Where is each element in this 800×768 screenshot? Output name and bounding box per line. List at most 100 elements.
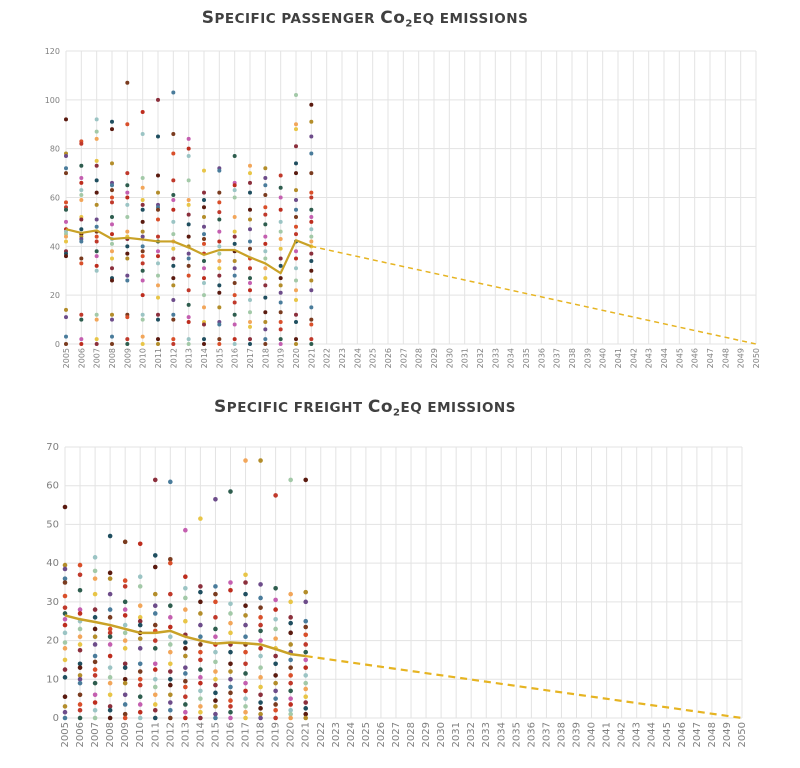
data-point bbox=[110, 241, 114, 246]
data-point bbox=[213, 634, 218, 639]
data-point bbox=[92, 692, 98, 698]
data-point bbox=[140, 249, 145, 254]
y-tick-label: 0 bbox=[53, 713, 59, 724]
data-point bbox=[156, 295, 160, 300]
data-point bbox=[198, 696, 203, 701]
data-point bbox=[198, 589, 203, 595]
data-point bbox=[228, 709, 233, 715]
data-point bbox=[243, 671, 248, 676]
data-point bbox=[122, 622, 128, 628]
data-point bbox=[171, 298, 176, 303]
data-point bbox=[64, 117, 68, 122]
data-point bbox=[263, 212, 268, 217]
x-tick-label: 2028 bbox=[415, 348, 424, 368]
data-point bbox=[125, 122, 130, 127]
data-point bbox=[288, 657, 293, 663]
data-point bbox=[228, 630, 233, 636]
data-point bbox=[228, 715, 233, 721]
chart-title-passenger: Specific passenger Co2eq emissions bbox=[0, 8, 730, 30]
data-point bbox=[171, 276, 176, 281]
data-point bbox=[243, 591, 248, 597]
data-point bbox=[263, 295, 268, 300]
data-point bbox=[183, 715, 188, 721]
data-point bbox=[77, 611, 83, 616]
data-point bbox=[168, 591, 173, 597]
data-point bbox=[263, 166, 268, 171]
data-point bbox=[309, 190, 314, 195]
data-point bbox=[140, 234, 145, 239]
data-point bbox=[186, 212, 191, 217]
data-point bbox=[186, 273, 191, 278]
data-point bbox=[183, 607, 188, 612]
data-point bbox=[258, 684, 263, 690]
x-tick-label: 2040 bbox=[599, 348, 608, 368]
data-point bbox=[62, 566, 68, 572]
data-point bbox=[92, 555, 98, 560]
data-point bbox=[62, 640, 68, 645]
data-point bbox=[62, 694, 68, 700]
data-point bbox=[77, 702, 83, 707]
x-tick-label: 2016 bbox=[225, 722, 236, 747]
data-point bbox=[77, 572, 83, 578]
data-point bbox=[140, 219, 145, 224]
data-point bbox=[273, 707, 278, 713]
data-point bbox=[94, 158, 99, 163]
data-point bbox=[110, 334, 114, 339]
data-point bbox=[140, 312, 145, 317]
data-point bbox=[232, 215, 237, 220]
data-point bbox=[62, 622, 68, 628]
data-point bbox=[309, 251, 314, 256]
data-point bbox=[137, 694, 143, 700]
data-point bbox=[248, 180, 252, 185]
data-point bbox=[137, 618, 143, 624]
data-point bbox=[217, 342, 222, 346]
data-point bbox=[122, 665, 128, 670]
data-point bbox=[62, 657, 68, 663]
data-point bbox=[79, 141, 84, 146]
data-point bbox=[152, 603, 158, 609]
x-tick-label: 2013 bbox=[180, 722, 191, 747]
data-point bbox=[263, 266, 268, 271]
data-point bbox=[107, 591, 113, 597]
x-tick-label: 2016 bbox=[231, 348, 240, 368]
data-point bbox=[152, 684, 158, 690]
data-point bbox=[152, 702, 158, 707]
data-point bbox=[202, 168, 206, 173]
data-point bbox=[288, 665, 293, 670]
data-point bbox=[198, 611, 203, 616]
data-point bbox=[140, 132, 145, 137]
data-point bbox=[248, 320, 252, 325]
data-point bbox=[110, 232, 114, 237]
data-point bbox=[110, 222, 114, 227]
data-point bbox=[79, 342, 84, 346]
data-point bbox=[309, 322, 314, 327]
data-point bbox=[263, 342, 268, 346]
data-point bbox=[64, 219, 68, 224]
data-point bbox=[273, 607, 278, 612]
data-point bbox=[248, 288, 252, 293]
target-trend-line bbox=[311, 245, 757, 345]
data-point bbox=[77, 707, 83, 713]
data-point bbox=[183, 618, 188, 624]
data-point bbox=[137, 676, 143, 682]
data-point bbox=[228, 489, 233, 494]
data-point bbox=[243, 458, 248, 463]
data-point bbox=[309, 171, 314, 176]
data-point bbox=[263, 337, 268, 342]
data-point bbox=[278, 229, 283, 234]
x-tick-label: 2008 bbox=[105, 722, 116, 747]
x-tick-label: 2022 bbox=[316, 722, 327, 747]
data-point bbox=[168, 624, 173, 630]
data-point bbox=[125, 183, 130, 188]
x-tick-label: 2038 bbox=[568, 348, 577, 368]
data-point bbox=[278, 219, 283, 224]
data-point bbox=[309, 258, 314, 263]
data-point bbox=[156, 190, 160, 195]
data-point bbox=[258, 653, 263, 659]
data-point bbox=[186, 146, 191, 151]
data-point bbox=[168, 642, 173, 647]
data-point bbox=[186, 342, 191, 346]
data-point bbox=[198, 688, 203, 694]
data-point bbox=[248, 310, 252, 315]
data-point bbox=[232, 258, 237, 263]
